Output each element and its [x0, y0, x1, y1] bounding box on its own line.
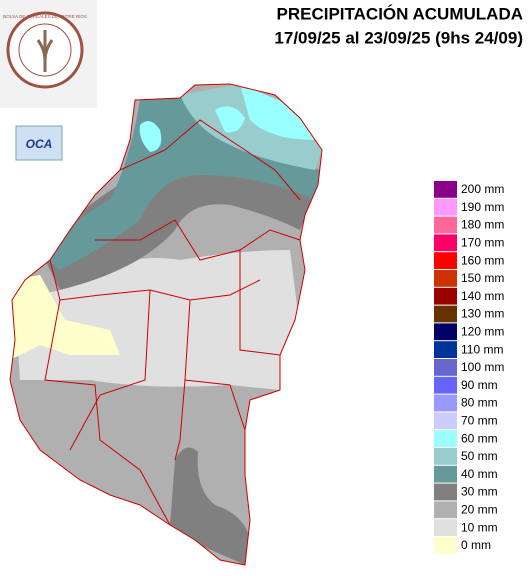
legend-swatch — [434, 287, 457, 305]
legend-label: 10 mm — [461, 520, 498, 534]
legend-swatch — [434, 519, 457, 536]
legend-swatch — [434, 412, 457, 430]
legend-label: 120 mm — [461, 324, 504, 338]
legend-label: 160 mm — [461, 253, 504, 267]
legend-label: 170 mm — [461, 235, 504, 249]
legend-swatch — [434, 537, 457, 554]
oca-logo — [15, 125, 63, 161]
title: PRECIPITACIÓN ACUMULADA — [277, 4, 524, 23]
zone-30 — [40, 164, 320, 290]
legend-label: 180 mm — [461, 218, 504, 232]
legend-swatch — [434, 323, 457, 341]
zone-60b — [139, 121, 162, 152]
legend-swatch — [434, 305, 457, 323]
oca-text: OCA — [26, 137, 53, 151]
legend-label: 190 mm — [461, 200, 504, 214]
logo-wheat — [36, 30, 54, 72]
legend-swatch — [434, 198, 457, 216]
legend-swatch — [434, 252, 457, 269]
legend-label: 130 mm — [461, 307, 504, 321]
legend-swatch — [434, 448, 457, 465]
legend-swatch — [434, 501, 457, 519]
zone-50 — [180, 84, 322, 170]
legend-swatch — [434, 394, 457, 412]
legend-swatch — [434, 376, 457, 394]
legend-label: 100 mm — [461, 360, 504, 374]
legend-label: 110 mm — [461, 342, 503, 356]
legend-swatch — [434, 483, 457, 501]
legend-label: 60 mm — [461, 431, 498, 445]
legend-label: 150 mm — [461, 271, 504, 285]
legend-label: 40 mm — [461, 467, 498, 481]
logo-inner — [18, 23, 72, 77]
legend-label: 20 mm — [461, 502, 498, 516]
legend-label: 50 mm — [461, 449, 498, 463]
legend-swatch — [434, 234, 457, 252]
legend-swatch — [434, 270, 457, 287]
legend-label: 200 mm — [461, 182, 504, 196]
legend-swatch — [434, 341, 457, 358]
legend-swatch — [434, 216, 457, 234]
legend-label: 30 mm — [461, 485, 498, 499]
zone-40 — [40, 95, 320, 270]
legend-label: 90 mm — [461, 378, 498, 392]
legend: 200 mm 190 mm 180 mm 170 mm 160 mm 150 mm 140 … — [434, 181, 504, 554]
legend-label: 80 mm — [461, 396, 498, 410]
zone-60c — [215, 106, 245, 133]
zone-30-south — [170, 447, 250, 565]
zone-0 — [10, 275, 120, 360]
dept-borders — [9, 83, 323, 566]
legend-swatch — [434, 181, 457, 198]
zone-60 — [240, 84, 315, 140]
legend-label: 140 mm — [461, 289, 504, 303]
subtitle: 17/09/25 al 23/09/25 (9hs 24/09) — [274, 28, 523, 47]
legend-swatch — [434, 465, 457, 483]
legend-swatch — [434, 430, 457, 447]
logo-text: BOLSA DE CEREALES DE ENTRE RIOS — [3, 14, 87, 19]
legend-label: 0 mm — [461, 538, 491, 552]
legend-label: 70 mm — [461, 413, 498, 427]
legend-swatch — [434, 359, 457, 376]
